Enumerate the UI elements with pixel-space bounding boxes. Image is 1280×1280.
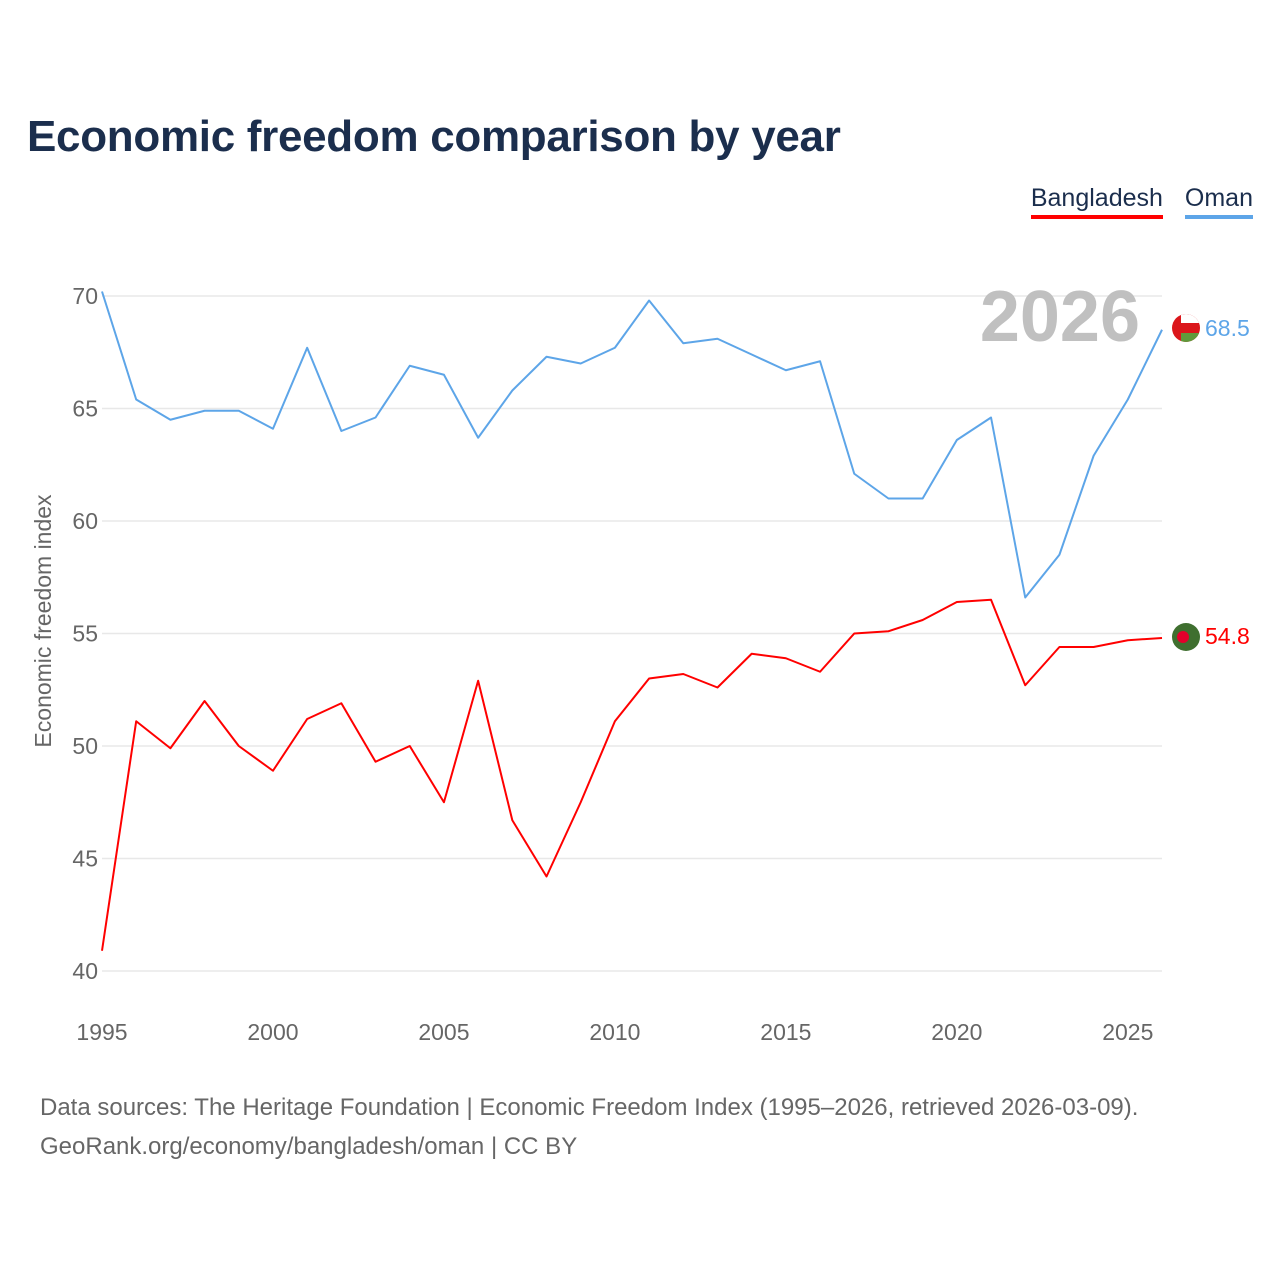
y-tick-label: 65 — [72, 396, 98, 422]
y-tick-label: 50 — [72, 733, 98, 759]
source-line-1: Data sources: The Heritage Foundation | … — [40, 1094, 1139, 1121]
end-label-oman: 68.5 — [1205, 315, 1250, 341]
x-tick-label: 2005 — [418, 1019, 469, 1045]
legend-item-bangladesh[interactable]: Bangladesh — [1030, 184, 1163, 219]
x-tick-label: 2015 — [760, 1019, 811, 1045]
series-line-bangladesh[interactable] — [101, 598, 1163, 951]
x-tick-label: 2020 — [931, 1019, 982, 1045]
y-axis-label: Economic freedom index — [30, 494, 56, 748]
chart-title: Economic freedom comparison by year — [27, 112, 841, 161]
y-tick-label: 60 — [72, 508, 98, 534]
x-tick-label: 2025 — [1102, 1019, 1153, 1045]
flag-oman-icon — [1172, 314, 1200, 342]
flag-bangladesh-icon — [1172, 623, 1200, 651]
y-tick-label: 55 — [72, 621, 98, 647]
x-tick-label: 1995 — [76, 1019, 127, 1045]
series-line-oman[interactable] — [101, 291, 1163, 599]
end-label-bangladesh: 54.8 — [1205, 623, 1250, 649]
x-tick-label: 2010 — [589, 1019, 640, 1045]
legend: Bangladesh Oman — [1030, 184, 1253, 219]
y-tick-label: 70 — [72, 283, 98, 309]
y-tick-label: 45 — [72, 846, 98, 872]
legend-item-oman[interactable]: Oman — [1184, 184, 1253, 219]
source-note: Data sources: The Heritage Foundation | … — [40, 1088, 1138, 1166]
y-tick-label: 40 — [72, 958, 98, 984]
x-tick-label: 2000 — [247, 1019, 298, 1045]
source-line-2[interactable]: GeoRank.org/economy/bangladesh/oman | CC… — [40, 1133, 578, 1160]
year-watermark: 2026 — [980, 277, 1140, 357]
